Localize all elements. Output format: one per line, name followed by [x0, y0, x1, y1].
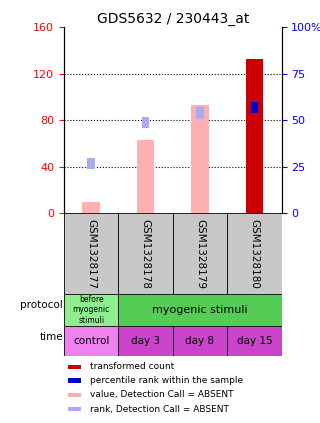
Bar [246, 59, 263, 213]
Bar [118, 326, 173, 356]
Text: day 15: day 15 [236, 336, 272, 346]
Bar [68, 365, 81, 369]
Bar [173, 326, 227, 356]
Bar [64, 213, 118, 294]
Text: before
myogenic
stimuli: before myogenic stimuli [73, 295, 110, 325]
Bar [118, 213, 173, 294]
Title: GDS5632 / 230443_at: GDS5632 / 230443_at [97, 12, 249, 27]
Text: rank, Detection Call = ABSENT: rank, Detection Call = ABSENT [90, 405, 229, 414]
Bar [251, 102, 258, 113]
Bar [64, 326, 118, 356]
Bar [196, 107, 204, 118]
Text: transformed count: transformed count [90, 363, 174, 371]
Text: value, Detection Call = ABSENT: value, Detection Call = ABSENT [90, 390, 234, 399]
Text: myogenic stimuli: myogenic stimuli [152, 305, 248, 315]
Text: time: time [39, 332, 63, 341]
Text: GSM1328179: GSM1328179 [195, 219, 205, 288]
Bar [227, 326, 282, 356]
Text: protocol: protocol [20, 300, 63, 310]
Bar [137, 140, 154, 213]
Bar [142, 117, 149, 128]
Text: control: control [73, 336, 109, 346]
Bar [64, 294, 118, 326]
Bar [118, 294, 282, 326]
Text: GSM1328178: GSM1328178 [140, 219, 151, 288]
Text: day 8: day 8 [186, 336, 214, 346]
Bar [68, 407, 81, 412]
Text: GSM1328177: GSM1328177 [86, 219, 96, 288]
Text: day 3: day 3 [131, 336, 160, 346]
Bar [87, 158, 95, 169]
Bar [68, 378, 81, 383]
Bar [191, 105, 209, 213]
Bar [227, 213, 282, 294]
Text: GSM1328180: GSM1328180 [249, 219, 260, 288]
Text: percentile rank within the sample: percentile rank within the sample [90, 376, 243, 385]
Bar [68, 393, 81, 397]
Bar [83, 202, 100, 213]
Bar [173, 213, 227, 294]
